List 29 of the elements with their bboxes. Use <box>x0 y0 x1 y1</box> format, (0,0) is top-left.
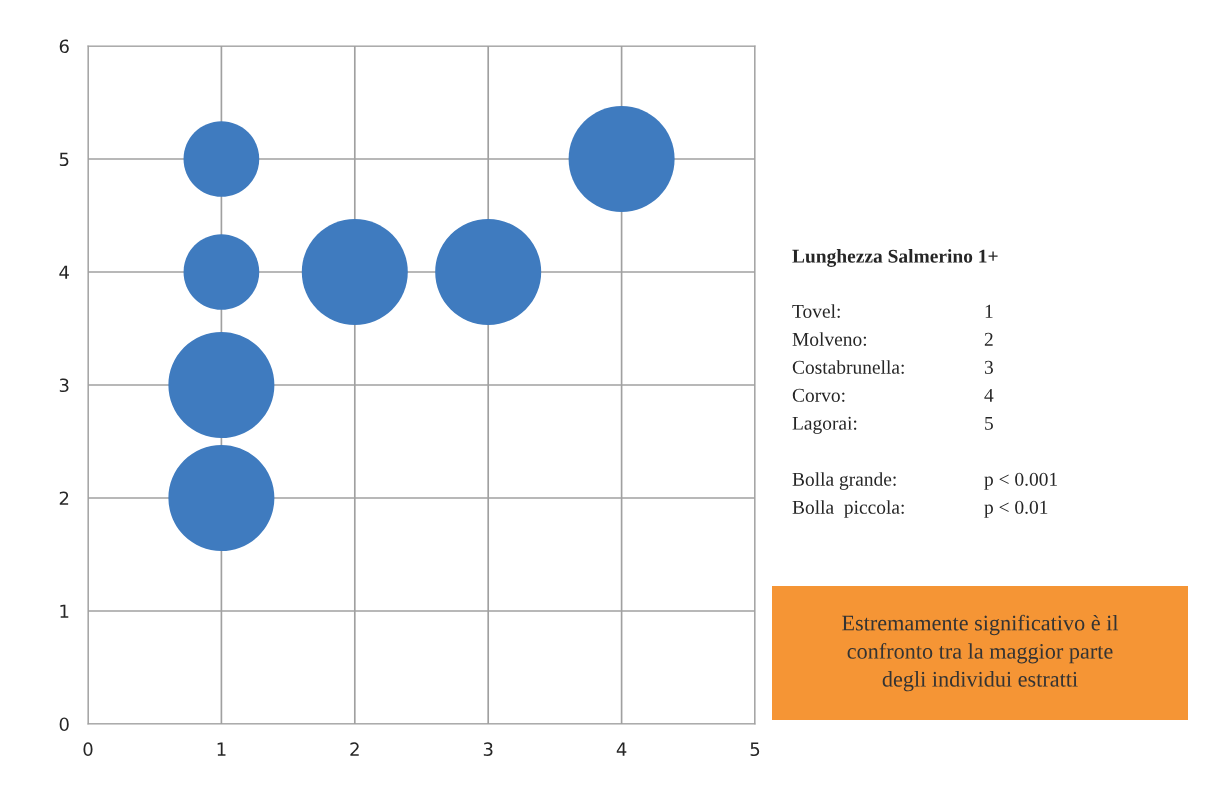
text: Estremamente significativo è il confronto tra la maggior parte degli individui estratti <box>842 614 1119 692</box>
text: Bolla piccola: <box>792 500 904 518</box>
x-tick-label: 1 <box>217 742 226 756</box>
text: 3 <box>984 360 993 374</box>
text: 4 <box>984 388 994 402</box>
x-tick-label: 3 <box>483 742 493 757</box>
text: Costabrunella: <box>792 360 904 374</box>
text: Lunghezza Salmerino 1+ <box>792 249 998 267</box>
y-tick-label: 6 <box>59 39 69 54</box>
text: p < 0.01 <box>984 500 1048 518</box>
x-tick-label: 5 <box>750 742 760 757</box>
x-tick-label: 0 <box>83 742 93 757</box>
y-tick-label: 5 <box>59 152 69 167</box>
y-tick-label: 1 <box>60 604 69 618</box>
y-tick-label: 2 <box>59 491 69 505</box>
text: Corvo: <box>792 388 845 402</box>
text: Lagorai: <box>792 416 857 434</box>
text: Bolla grande: <box>792 472 896 490</box>
text: 2 <box>984 332 993 346</box>
y-tick-label: 3 <box>59 378 69 393</box>
text: p < 0.001 <box>984 472 1057 490</box>
x-tick-label: 2 <box>350 742 359 756</box>
x-tick-label: 4 <box>616 742 627 756</box>
y-tick-label: 4 <box>59 265 69 279</box>
text: 5 <box>985 416 993 430</box>
text: 1 <box>985 304 993 318</box>
text: Molveno: <box>792 332 867 346</box>
y-tick-label: 0 <box>59 717 69 732</box>
text: Tovel: <box>792 304 840 318</box>
